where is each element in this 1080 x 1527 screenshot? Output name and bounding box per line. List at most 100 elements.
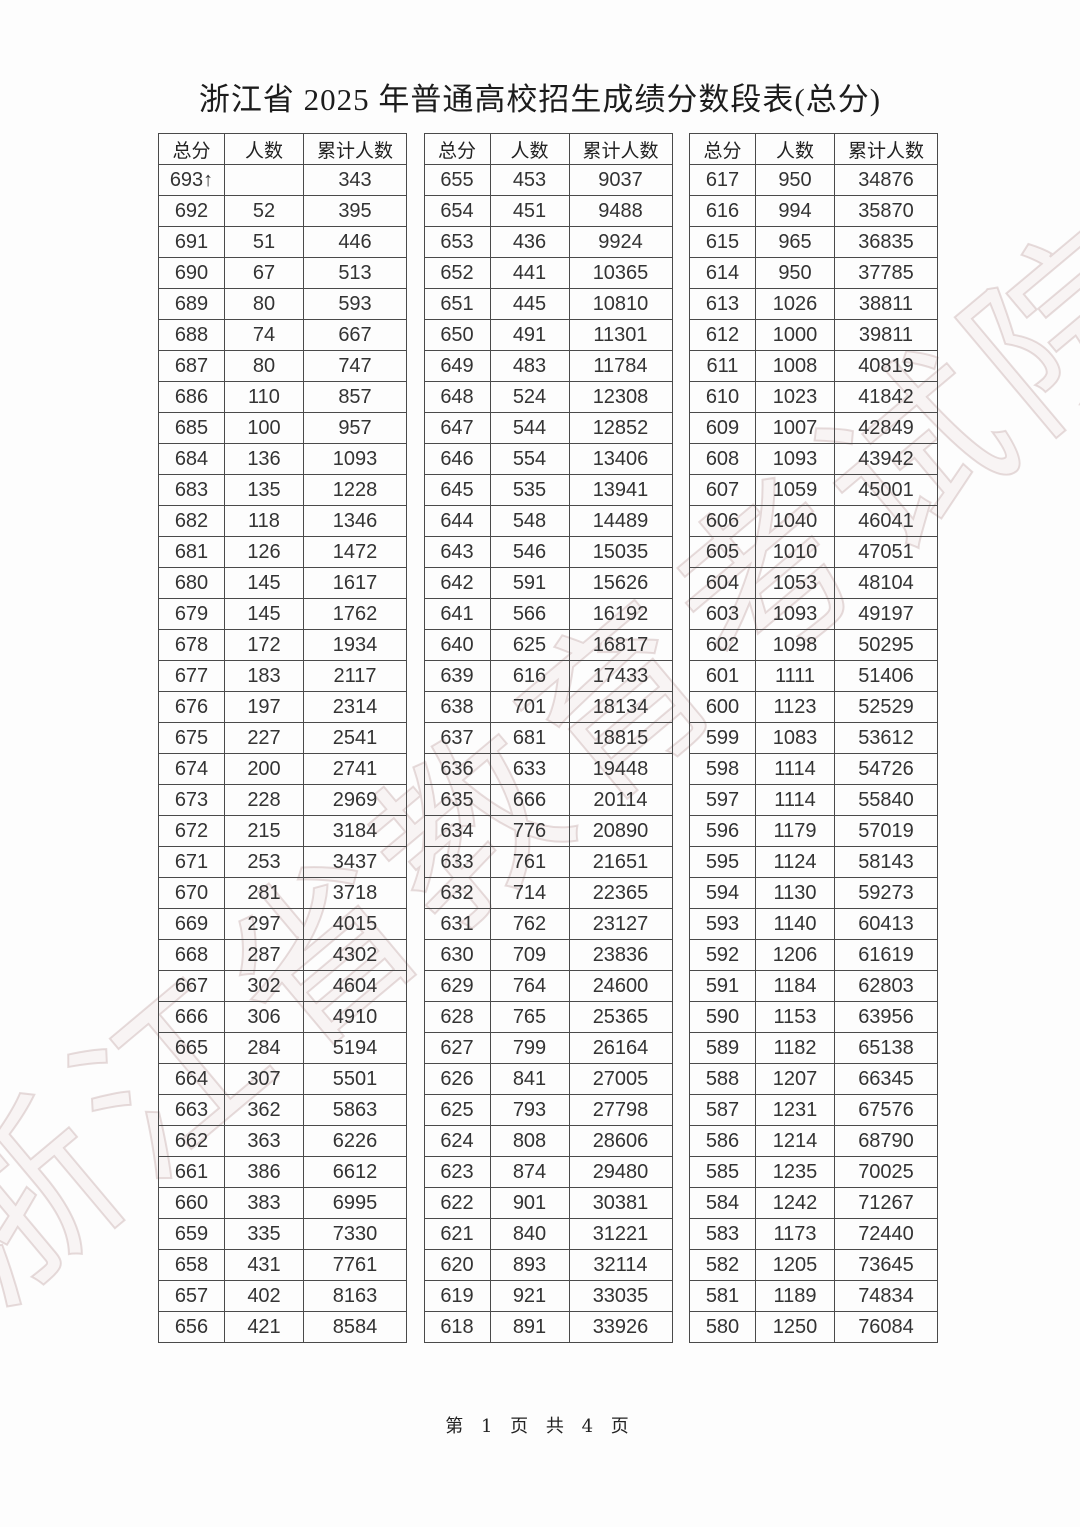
table-row: 653 436 9924 <box>423 226 673 258</box>
cell-cumulative-count: 667 <box>303 319 407 351</box>
cell-cumulative-count: 23127 <box>568 908 673 940</box>
cell-count: 566 <box>489 598 570 630</box>
cell-total-score: 580 <box>689 1311 756 1343</box>
table-row: 604 1053 48104 <box>689 567 938 599</box>
cell-cumulative-count: 11784 <box>568 350 673 382</box>
table-row: 677 183 2117 <box>158 660 407 692</box>
table-row: 596 1179 57019 <box>689 815 938 847</box>
cell-cumulative-count: 54726 <box>834 753 938 785</box>
cell-total-score: 623 <box>423 1156 491 1188</box>
cell-total-score: 650 <box>423 319 491 351</box>
page-footer: 第 1 页 共 4 页 <box>445 1416 635 1437</box>
cell-count: 1053 <box>755 567 835 599</box>
cell-total-score: 664 <box>158 1063 225 1095</box>
table-row: 641 566 16192 <box>423 598 673 630</box>
cell-total-score: 649 <box>423 350 491 382</box>
cell-count: 1250 <box>755 1311 835 1343</box>
cell-cumulative-count: 395 <box>303 195 407 227</box>
cell-cumulative-count: 72440 <box>834 1218 938 1250</box>
cell-cumulative-count: 27798 <box>568 1094 673 1126</box>
cell-count: 965 <box>755 226 835 258</box>
table-row: 583 1173 72440 <box>689 1218 938 1250</box>
cell-cumulative-count: 6995 <box>303 1187 407 1219</box>
table-row: 658 431 7761 <box>158 1249 407 1281</box>
cell-cumulative-count: 3437 <box>303 846 407 878</box>
table-row: 681 126 1472 <box>158 536 407 568</box>
cell-count: 1140 <box>755 908 835 940</box>
cell-cumulative-count: 9924 <box>568 226 673 258</box>
table-row: 644 548 14489 <box>423 505 673 537</box>
table-row: 668 287 4302 <box>158 939 407 971</box>
cell-total-score: 621 <box>423 1218 491 1250</box>
cell-total-score: 647 <box>423 412 491 444</box>
header-cumulative-count: 累计人数 <box>303 133 407 165</box>
table-row: 673 228 2969 <box>158 784 407 816</box>
table-row: 676 197 2314 <box>158 691 407 723</box>
cell-count: 591 <box>489 567 570 599</box>
table-row: 656 421 8584 <box>158 1311 407 1343</box>
table-row: 599 1083 53612 <box>689 722 938 754</box>
cell-cumulative-count: 13406 <box>568 443 673 475</box>
cell-total-score: 617 <box>689 164 756 196</box>
cell-total-score: 670 <box>158 877 225 909</box>
cell-total-score: 648 <box>423 381 491 413</box>
cell-cumulative-count: 8584 <box>303 1311 407 1343</box>
cell-count: 1114 <box>755 753 835 785</box>
table-row: 618 891 33926 <box>423 1311 673 1343</box>
cell-total-score: 633 <box>423 846 491 878</box>
cell-total-score: 593 <box>689 908 756 940</box>
table-row: 642 591 15626 <box>423 567 673 599</box>
cell-cumulative-count: 58143 <box>834 846 938 878</box>
table-row: 646 554 13406 <box>423 443 673 475</box>
cell-count: 335 <box>224 1218 304 1250</box>
cell-total-score: 668 <box>158 939 225 971</box>
cell-total-score: 603 <box>689 598 756 630</box>
table-row: 615 965 36835 <box>689 226 938 258</box>
cell-total-score: 667 <box>158 970 225 1002</box>
cell-total-score: 589 <box>689 1032 756 1064</box>
score-tables-container: 总分 人数 累计人数 693↑ 343 692 52 395 691 51 446 690 67 5… <box>158 133 938 1343</box>
cell-cumulative-count: 26164 <box>568 1032 673 1064</box>
cell-count: 491 <box>489 319 570 351</box>
cell-total-score: 634 <box>423 815 491 847</box>
cell-cumulative-count: 957 <box>303 412 407 444</box>
cell-total-score: 604 <box>689 567 756 599</box>
cell-total-score: 666 <box>158 1001 225 1033</box>
table-row: 612 1000 39811 <box>689 319 938 351</box>
cell-cumulative-count: 2314 <box>303 691 407 723</box>
cell-cumulative-count: 1617 <box>303 567 407 599</box>
table-row: 682 118 1346 <box>158 505 407 537</box>
cell-count: 1059 <box>755 474 835 506</box>
cell-count: 666 <box>489 784 570 816</box>
cell-count: 306 <box>224 1001 304 1033</box>
cell-cumulative-count: 67576 <box>834 1094 938 1126</box>
table-row: 664 307 5501 <box>158 1063 407 1095</box>
table-row: 580 1250 76084 <box>689 1311 938 1343</box>
table-row: 595 1124 58143 <box>689 846 938 878</box>
cell-total-score: 587 <box>689 1094 756 1126</box>
cell-total-score: 665 <box>158 1032 225 1064</box>
table-row: 625 793 27798 <box>423 1094 673 1126</box>
cell-cumulative-count: 24600 <box>568 970 673 1002</box>
cell-total-score: 612 <box>689 319 756 351</box>
cell-total-score: 688 <box>158 319 225 351</box>
cell-cumulative-count: 55840 <box>834 784 938 816</box>
cell-cumulative-count: 22365 <box>568 877 673 909</box>
cell-count: 1114 <box>755 784 835 816</box>
cell-total-score: 626 <box>423 1063 491 1095</box>
cell-total-score: 689 <box>158 288 225 320</box>
table-row: 585 1235 70025 <box>689 1156 938 1188</box>
cell-count: 1173 <box>755 1218 835 1250</box>
table-row: 650 491 11301 <box>423 319 673 351</box>
cell-cumulative-count: 343 <box>303 164 407 196</box>
cell-cumulative-count: 9488 <box>568 195 673 227</box>
table-row: 670 281 3718 <box>158 877 407 909</box>
cell-cumulative-count: 74834 <box>834 1280 938 1312</box>
cell-cumulative-count: 70025 <box>834 1156 938 1188</box>
cell-cumulative-count: 10810 <box>568 288 673 320</box>
cell-total-score: 583 <box>689 1218 756 1250</box>
cell-cumulative-count: 61619 <box>834 939 938 971</box>
cell-count: 764 <box>489 970 570 1002</box>
cell-cumulative-count: 1762 <box>303 598 407 630</box>
